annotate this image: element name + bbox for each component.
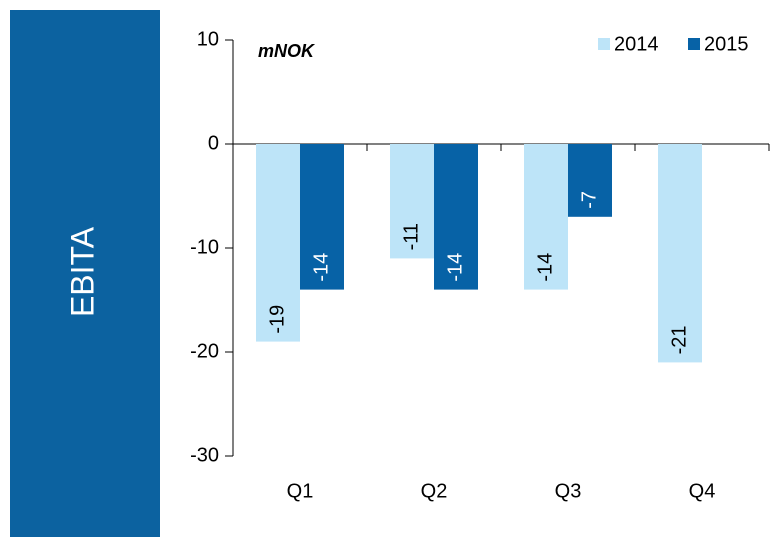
bar <box>434 144 478 290</box>
data-label: -14 <box>444 253 466 282</box>
y-tick-label: 10 <box>197 28 219 50</box>
x-tick-label: Q3 <box>555 480 582 502</box>
y-tick-label: -10 <box>190 236 219 258</box>
bar <box>300 144 344 290</box>
title-panel <box>10 10 160 537</box>
data-label: -7 <box>578 191 600 209</box>
data-label: -11 <box>400 223 422 250</box>
unit-label: mNOK <box>258 41 316 61</box>
data-label: -14 <box>534 253 556 282</box>
y-tick-label: 0 <box>208 132 219 154</box>
bar <box>524 144 568 290</box>
legend-swatch <box>688 38 700 50</box>
legend-label: 2014 <box>614 33 659 55</box>
bar <box>390 144 434 259</box>
x-tick-label: Q1 <box>287 480 314 502</box>
y-tick-label: -30 <box>190 444 219 466</box>
bar <box>658 144 702 363</box>
bar <box>256 144 300 342</box>
x-tick-label: Q2 <box>421 480 448 502</box>
data-label: -21 <box>668 325 690 354</box>
data-label: -14 <box>310 253 332 282</box>
x-tick-label: Q4 <box>689 480 716 502</box>
bar <box>568 144 612 217</box>
data-label: -19 <box>266 305 288 334</box>
legend-swatch <box>598 38 610 50</box>
chart-title: EBITA <box>64 226 100 317</box>
legend-label: 2015 <box>704 33 749 55</box>
y-tick-label: -20 <box>190 340 219 362</box>
